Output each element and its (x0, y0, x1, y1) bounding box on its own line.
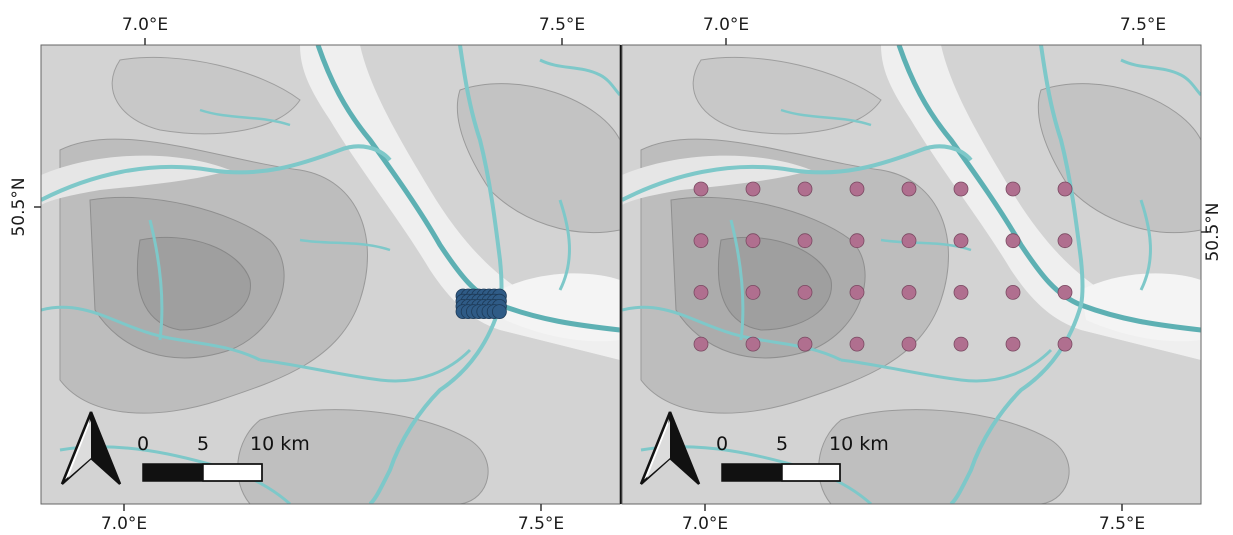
terrain-map-left[interactable] (41, 45, 620, 504)
sample-point-marker[interactable] (953, 233, 969, 249)
sample-point-marker[interactable] (693, 336, 709, 352)
scale-bar: 0 5 10 km (716, 433, 889, 482)
bottom-tick-label: 7.5°E (518, 514, 564, 534)
sample-point-marker[interactable] (797, 284, 813, 300)
north-arrow-icon (639, 411, 701, 485)
scale-label: 10 km (829, 433, 889, 455)
sample-point-marker[interactable] (745, 181, 761, 197)
terrain-map-right[interactable] (622, 45, 1201, 504)
sample-point-marker[interactable] (901, 181, 917, 197)
sample-point-marker[interactable] (901, 336, 917, 352)
sample-point-marker[interactable] (745, 336, 761, 352)
sample-point-marker[interactable] (953, 181, 969, 197)
north-arrow-icon (60, 411, 122, 485)
sample-point-marker[interactable] (491, 304, 507, 320)
sample-point-marker[interactable] (1057, 181, 1073, 197)
sample-point-marker[interactable] (849, 336, 865, 352)
sample-point-marker[interactable] (849, 233, 865, 249)
sample-points-left (455, 288, 507, 320)
sample-point-marker[interactable] (849, 284, 865, 300)
sample-point-marker[interactable] (797, 181, 813, 197)
scale-label: 5 (197, 433, 209, 455)
top-tick-label: 7.0°E (122, 15, 168, 35)
top-tick-label: 7.5°E (539, 15, 585, 35)
scale-label: 5 (776, 433, 788, 455)
top-tick-label: 7.5°E (1120, 15, 1166, 35)
map-panel-right: 7.0°E 7.5°E 7.0°E 7.5°E 50.5°N 0 5 10 km (621, 15, 1223, 534)
bottom-tick-label: 7.0°E (101, 514, 147, 534)
bottom-tick-label: 7.5°E (1099, 514, 1145, 534)
sample-point-marker[interactable] (745, 233, 761, 249)
scale-label: 10 km (250, 433, 310, 455)
scale-label: 0 (716, 433, 728, 455)
sample-point-marker[interactable] (693, 233, 709, 249)
sample-point-marker[interactable] (901, 284, 917, 300)
sample-point-marker[interactable] (1005, 284, 1021, 300)
sample-point-marker[interactable] (797, 336, 813, 352)
sample-points-right (693, 181, 1073, 352)
sample-point-marker[interactable] (953, 336, 969, 352)
sample-point-marker[interactable] (745, 284, 761, 300)
map-frame-right (621, 44, 1202, 505)
bottom-tick-label: 7.0°E (682, 514, 728, 534)
side-tick-label: 50.5°N (9, 177, 29, 236)
sample-point-marker[interactable] (797, 233, 813, 249)
top-tick-label: 7.0°E (703, 15, 749, 35)
scale-label: 0 (137, 433, 149, 455)
sample-point-marker[interactable] (953, 284, 969, 300)
sample-point-marker[interactable] (901, 233, 917, 249)
side-tick-label: 50.5°N (1203, 202, 1223, 261)
sample-point-marker[interactable] (693, 181, 709, 197)
sample-point-marker[interactable] (1005, 336, 1021, 352)
sample-point-marker[interactable] (1005, 181, 1021, 197)
sample-point-marker[interactable] (693, 284, 709, 300)
sample-point-marker[interactable] (1057, 233, 1073, 249)
sample-point-marker[interactable] (1005, 233, 1021, 249)
map-panel-left: 7.0°E 7.5°E 7.0°E 7.5°E 50.5°N 0 5 10 km (9, 15, 621, 534)
sample-point-marker[interactable] (1057, 336, 1073, 352)
sample-point-marker[interactable] (849, 181, 865, 197)
scale-bar: 0 5 10 km (137, 433, 310, 482)
sample-point-marker[interactable] (1057, 284, 1073, 300)
